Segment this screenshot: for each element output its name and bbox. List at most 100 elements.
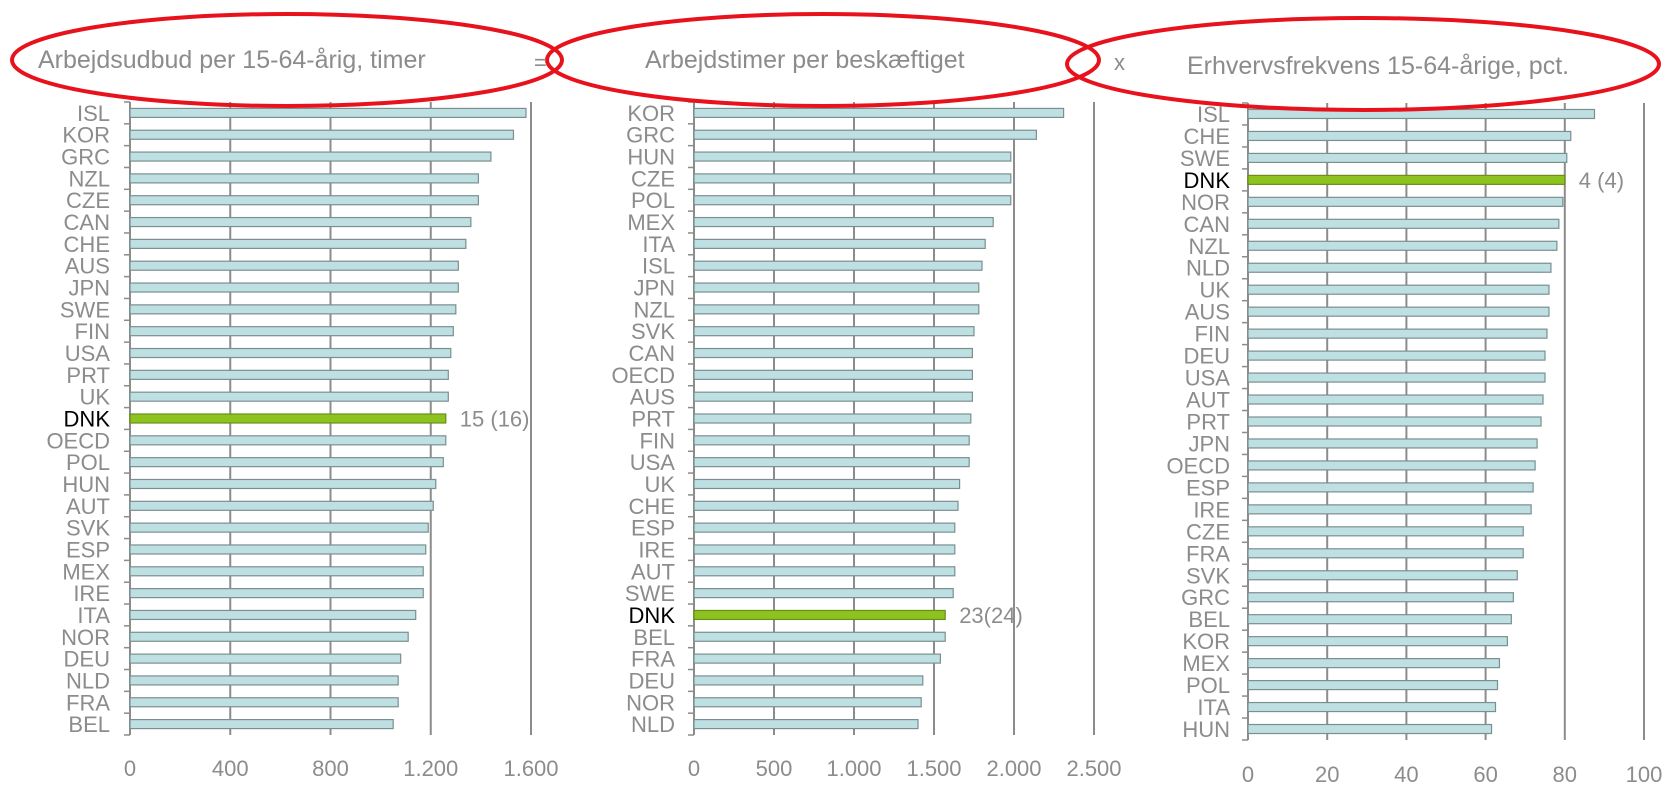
chart-panel-1: ISLKORGRCNZLCZECANCHEAUSJPNSWEFINUSAPRTU… <box>46 101 558 781</box>
bar-svk <box>693 326 975 337</box>
category-label-esp: ESP <box>1186 475 1230 500</box>
bar-oecd <box>129 435 447 446</box>
rank-annotation-1: 15 (16) <box>460 407 530 432</box>
bar-grc <box>129 151 492 162</box>
category-label-nor: NOR <box>626 690 675 715</box>
x-tick-label-3-1: 20 <box>1315 762 1339 787</box>
category-label-aut: AUT <box>66 494 110 519</box>
bar-aut <box>693 566 956 577</box>
category-label-ita: ITA <box>1197 695 1230 720</box>
category-label-usa: USA <box>65 341 111 366</box>
title-ellipse-3 <box>1065 16 1661 112</box>
bar-can <box>129 216 472 228</box>
category-label-nzl: NZL <box>1188 234 1230 259</box>
category-label-che: CHE <box>64 232 110 257</box>
category-label-cze: CZE <box>66 188 110 213</box>
bar-che <box>693 500 959 511</box>
bar-cze <box>1247 526 1524 537</box>
category-label-fin: FIN <box>640 428 675 453</box>
category-label-che: CHE <box>1184 124 1230 149</box>
bar-fra <box>693 653 941 664</box>
category-label-aus: AUS <box>630 385 675 410</box>
category-label-esp: ESP <box>631 516 675 541</box>
bar-prt <box>1247 416 1542 427</box>
bar-bel <box>693 631 946 642</box>
bar-nzl <box>129 173 479 184</box>
category-label-oecd: OECD <box>611 363 675 388</box>
bar-deu <box>693 675 924 686</box>
category-label-swe: SWE <box>1180 146 1230 171</box>
times-operator: x <box>1114 50 1125 75</box>
bar-aut <box>1247 394 1544 405</box>
category-label-grc: GRC <box>626 123 675 148</box>
category-label-nzl: NZL <box>633 297 675 322</box>
bar-deu <box>1247 350 1546 361</box>
category-label-bel: BEL <box>68 712 110 737</box>
category-label-isl: ISL <box>642 254 675 279</box>
bar-usa <box>693 457 970 468</box>
category-label-can: CAN <box>1184 212 1230 237</box>
bar-mex <box>1247 658 1501 669</box>
category-label-che: CHE <box>629 494 675 519</box>
bar-jpn <box>129 282 459 293</box>
bar-bel <box>129 718 394 730</box>
category-label-kor: KOR <box>1182 629 1230 654</box>
bar-uk <box>129 391 449 402</box>
bar-nzl <box>1247 240 1558 251</box>
bar-jpn <box>693 282 980 293</box>
category-label-esp: ESP <box>66 537 110 562</box>
category-label-deu: DEU <box>1184 344 1230 369</box>
category-label-aus: AUS <box>1185 300 1230 325</box>
bar-uk <box>693 478 961 490</box>
title-ellipse-2 <box>545 12 1101 108</box>
category-label-nld: NLD <box>66 668 110 693</box>
bar-pol <box>693 195 1012 206</box>
chart-title-2: Arbejdstimer per beskæftiget <box>645 46 965 74</box>
bar-ita <box>129 609 417 621</box>
bar-ire <box>693 544 956 555</box>
bar-uk <box>1247 284 1550 295</box>
x-tick-label-2-3: 1.500 <box>906 756 961 781</box>
bar-esp <box>129 544 427 555</box>
category-label-nor: NOR <box>61 625 110 650</box>
bar-can <box>693 347 973 359</box>
rank-annotation-2: 23(24) <box>959 603 1023 628</box>
x-tick-label-2-2: 1.000 <box>826 756 881 781</box>
chart-title-1: Arbejdsudbud per 15-64-årig, timer <box>38 46 426 74</box>
bar-deu <box>129 653 402 664</box>
rank-annotation-3: 4 (4) <box>1579 168 1624 193</box>
category-label-ire: IRE <box>73 581 110 606</box>
bar-fin <box>129 326 454 337</box>
category-label-prt: PRT <box>66 363 110 388</box>
category-label-dnk: DNK <box>629 603 676 628</box>
category-label-fin: FIN <box>75 319 110 344</box>
category-label-hun: HUN <box>1182 717 1230 742</box>
bar-che <box>129 238 467 249</box>
bar-isl <box>693 260 983 271</box>
category-label-svk: SVK <box>1186 563 1230 588</box>
bar-fra <box>129 697 399 708</box>
category-label-jpn: JPN <box>1188 431 1230 456</box>
equals-operator: = <box>534 50 547 75</box>
bar-isl <box>129 107 527 119</box>
bar-aus <box>693 391 973 402</box>
category-label-fra: FRA <box>631 647 675 672</box>
bar-nor <box>129 631 409 642</box>
chart-panel-2: KORGRCHUNCZEPOLMEXITAISLJPNNZLSVKCANOECD… <box>611 101 1121 781</box>
bar-prt <box>693 413 972 424</box>
bar-nor <box>693 697 922 708</box>
bar-nld <box>1247 262 1552 273</box>
bar-cze <box>129 195 479 206</box>
category-label-aut: AUT <box>631 559 675 584</box>
x-tick-label-2-5: 2.500 <box>1066 756 1121 781</box>
bar-aus <box>129 260 459 271</box>
category-label-mex: MEX <box>62 559 110 584</box>
bar-ire <box>1247 504 1532 515</box>
x-tick-label-1-0: 0 <box>124 756 136 781</box>
bar-kor <box>129 129 515 140</box>
category-label-hun: HUN <box>627 145 675 170</box>
bar-oecd <box>1247 460 1536 471</box>
category-label-aut: AUT <box>1186 388 1230 413</box>
